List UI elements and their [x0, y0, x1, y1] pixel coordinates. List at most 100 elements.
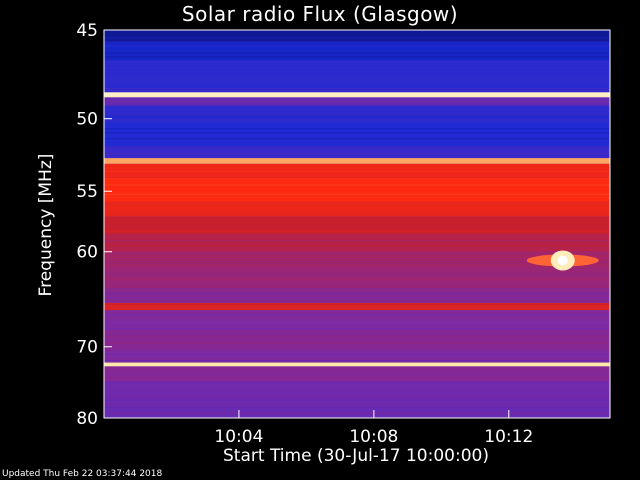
band-texture — [104, 342, 610, 344]
band-texture — [104, 141, 610, 143]
band-texture — [104, 335, 610, 337]
band-texture — [104, 335, 610, 337]
band-texture — [104, 128, 610, 130]
band-texture — [104, 178, 610, 180]
band-texture — [104, 278, 610, 280]
band-texture — [104, 104, 610, 106]
band-texture — [104, 131, 610, 133]
band-texture — [104, 220, 610, 222]
band-texture — [104, 86, 610, 88]
frequency-band — [104, 251, 610, 268]
band-texture — [104, 89, 610, 91]
band-texture — [104, 359, 610, 361]
band-texture — [104, 193, 610, 195]
x-tick-label: 10:12 — [484, 427, 533, 447]
band-texture — [104, 293, 610, 295]
frequency-band — [104, 234, 610, 252]
frequency-band — [104, 121, 610, 147]
y-axis-label: Frequency [MHz] — [36, 153, 56, 297]
chart-title: Solar radio Flux (Glasgow) — [181, 2, 459, 26]
band-texture — [104, 295, 610, 297]
band-texture — [104, 96, 610, 98]
band-texture — [104, 153, 610, 155]
band-texture — [104, 275, 610, 277]
frequency-band — [104, 41, 610, 61]
band-texture — [104, 262, 610, 264]
band-texture — [104, 65, 610, 67]
band-texture — [104, 238, 610, 240]
y-tick-label: 60 — [76, 243, 98, 263]
band-texture — [104, 63, 610, 65]
band-texture — [104, 69, 610, 71]
band-texture — [104, 88, 610, 90]
band-texture — [104, 260, 610, 262]
band-texture — [104, 208, 610, 210]
band-texture — [104, 314, 610, 316]
frequency-band — [104, 350, 610, 363]
band-texture — [104, 345, 610, 347]
band-texture — [104, 115, 610, 117]
frequency-band — [104, 92, 610, 98]
band-texture — [104, 101, 610, 103]
band-texture — [104, 83, 610, 85]
band-texture — [104, 55, 610, 57]
axis-ticks: 45 50 55 60 70 80 10:04 10:08 10:12 — [76, 21, 533, 447]
band-texture — [104, 256, 610, 258]
band-texture — [104, 412, 610, 414]
band-texture — [104, 56, 610, 58]
band-texture — [104, 272, 610, 274]
y-tick-label: 55 — [76, 182, 98, 202]
updated-timestamp: Updated Thu Feb 22 03:37:44 2018 — [2, 469, 163, 479]
band-texture — [104, 372, 610, 374]
band-texture — [104, 45, 610, 47]
frequency-band — [104, 310, 610, 330]
frequency-band — [104, 30, 610, 42]
band-texture — [104, 404, 610, 406]
band-texture — [104, 397, 610, 399]
frequency-band — [104, 177, 610, 202]
plot-area — [104, 30, 610, 418]
band-texture — [104, 202, 610, 204]
band-texture — [104, 317, 610, 319]
band-texture — [104, 216, 610, 218]
plot-frame — [103, 29, 611, 419]
band-texture — [104, 44, 610, 46]
band-texture — [104, 146, 610, 148]
band-texture — [104, 270, 610, 272]
band-texture — [104, 37, 610, 39]
y-tick-label: 45 — [76, 21, 98, 41]
band-texture — [104, 37, 610, 39]
band-texture — [104, 224, 610, 226]
band-texture — [104, 376, 610, 378]
band-texture — [104, 230, 610, 232]
frequency-band — [104, 146, 610, 159]
band-texture — [104, 324, 610, 326]
band-texture — [104, 132, 610, 134]
frequency-band — [104, 362, 610, 367]
band-texture — [104, 396, 610, 398]
band-texture — [104, 363, 610, 365]
band-texture — [104, 152, 610, 154]
band-texture — [104, 312, 610, 314]
band-texture — [104, 325, 610, 327]
band-texture — [104, 173, 610, 175]
band-texture — [104, 381, 610, 383]
band-texture — [104, 239, 610, 241]
band-texture — [104, 73, 610, 75]
y-tick-label: 80 — [76, 409, 98, 429]
band-texture — [104, 374, 610, 376]
band-texture — [104, 72, 610, 74]
band-texture — [104, 284, 610, 286]
band-texture — [104, 401, 610, 403]
band-texture — [104, 184, 610, 186]
x-tick-label: 10:04 — [214, 427, 263, 447]
band-texture — [104, 166, 610, 168]
band-texture — [104, 196, 610, 198]
x-tick-label: 10:08 — [349, 427, 398, 447]
band-texture — [104, 206, 610, 208]
band-texture — [104, 176, 610, 178]
band-texture — [104, 54, 610, 56]
y-tick-label: 50 — [76, 110, 98, 130]
frequency-band — [104, 381, 610, 399]
